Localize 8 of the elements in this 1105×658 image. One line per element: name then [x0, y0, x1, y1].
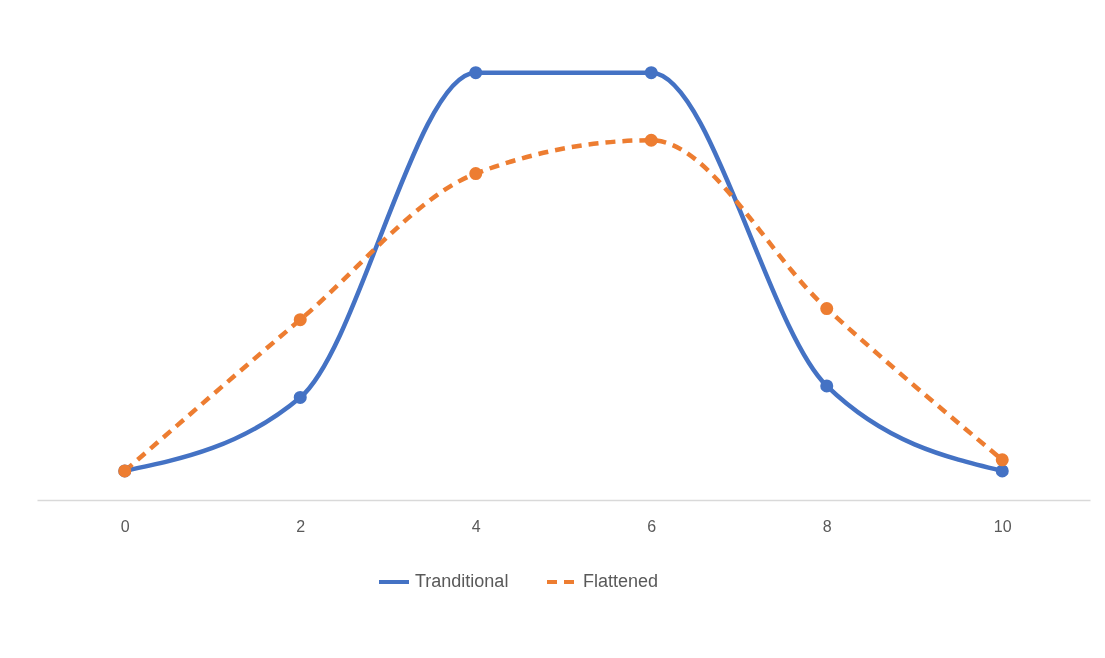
x-tick-label: 0: [120, 517, 130, 535]
legend-label: Tranditional: [415, 571, 509, 591]
x-tick-label: 8: [822, 517, 832, 535]
x-tick-label: 10: [993, 517, 1012, 535]
x-tick-label: 4: [471, 517, 481, 535]
x-tick-label: 2: [296, 517, 306, 535]
legend-label: Flattened: [583, 571, 659, 591]
x-tick-label: 6: [647, 517, 657, 535]
